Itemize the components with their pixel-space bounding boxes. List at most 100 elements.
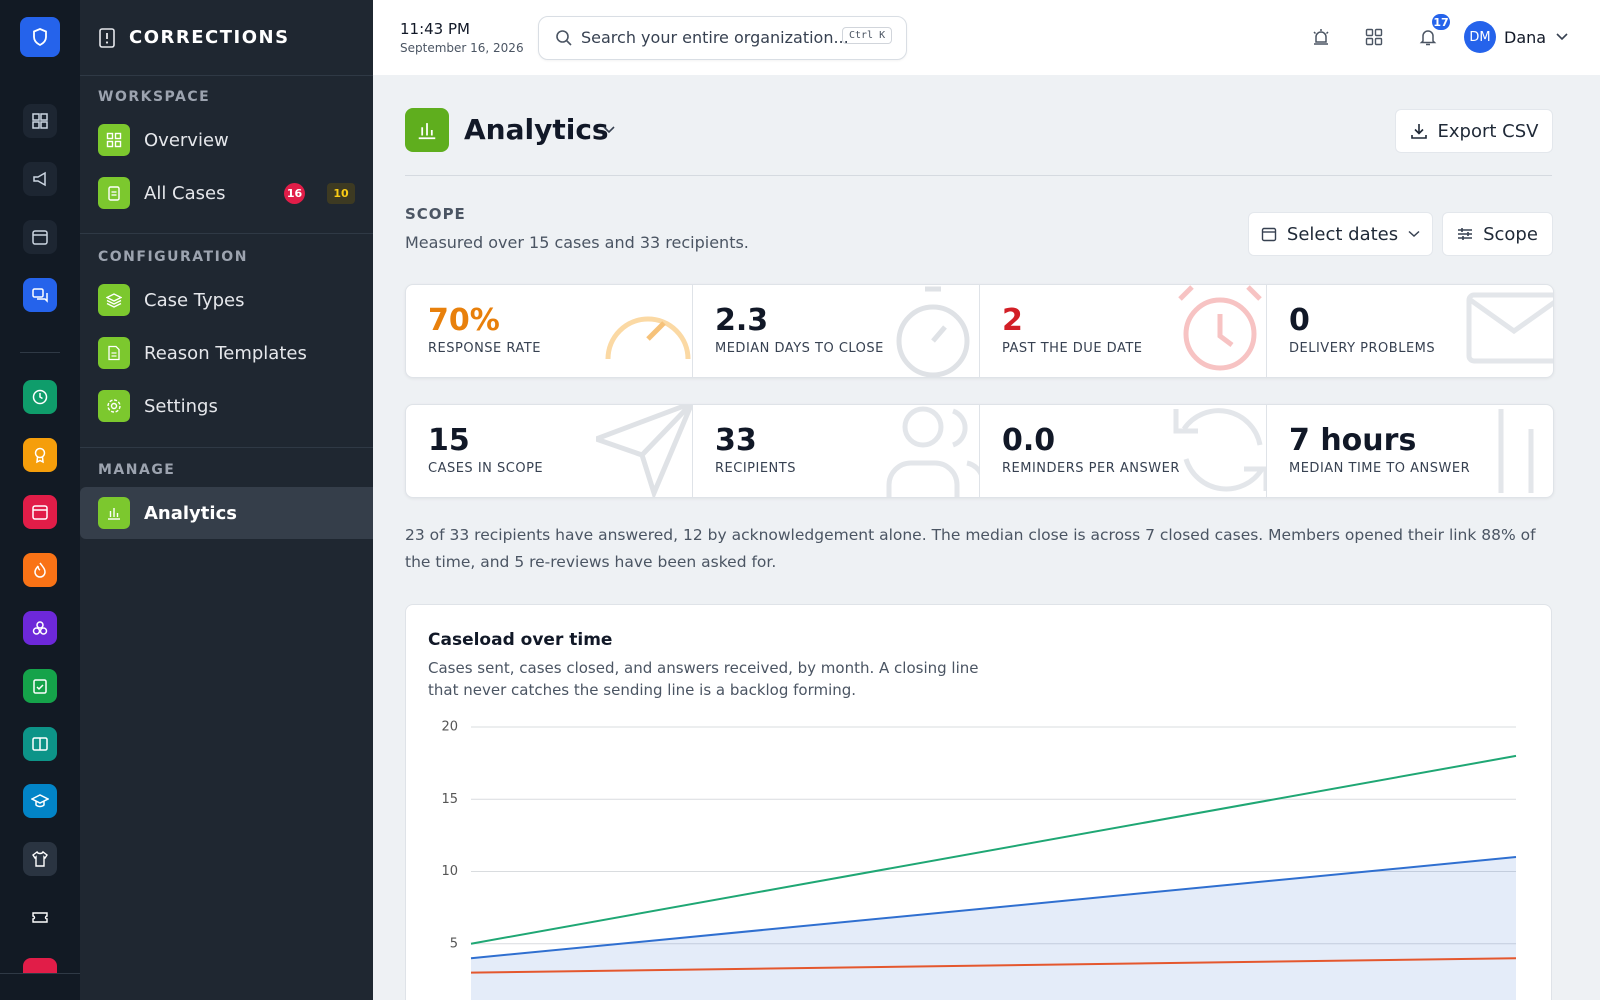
bell-icon[interactable] bbox=[1418, 27, 1438, 47]
stat-card: 2.3 MEDIAN DAYS TO CLOSE bbox=[693, 285, 980, 377]
page-title: Analytics bbox=[464, 113, 609, 146]
nav-item[interactable]: All Cases 16 10 bbox=[80, 167, 373, 219]
stat-value: 70% bbox=[428, 303, 500, 338]
page-title-chevron[interactable] bbox=[602, 125, 616, 135]
stat-value: 2.3 bbox=[715, 303, 769, 338]
alert-icon[interactable] bbox=[1311, 27, 1331, 47]
refresh-icon bbox=[1173, 408, 1266, 492]
user-name[interactable]: Dana bbox=[1504, 28, 1547, 47]
series-area bbox=[471, 857, 1516, 1000]
rail-awards[interactable] bbox=[23, 438, 57, 472]
y-tick-label: 10 bbox=[441, 864, 458, 879]
nav-label: Settings bbox=[144, 395, 218, 417]
search-box[interactable]: Search your entire organization... Ctrl … bbox=[538, 16, 907, 60]
users-icon bbox=[886, 406, 979, 497]
hourglass-icon bbox=[1498, 409, 1534, 493]
export-button[interactable]: Export CSV bbox=[1395, 109, 1553, 153]
y-tick-label: 15 bbox=[441, 792, 458, 807]
gauge-icon bbox=[605, 316, 691, 360]
rail-calendar[interactable] bbox=[23, 220, 57, 254]
section-heading: CONFIGURATION bbox=[98, 249, 248, 265]
stat-value: 7 hours bbox=[1289, 423, 1417, 458]
rail-checklist[interactable] bbox=[23, 669, 57, 703]
rail-uniform[interactable] bbox=[23, 842, 57, 876]
nav-item-active[interactable]: Analytics bbox=[80, 487, 373, 539]
apps-icon[interactable] bbox=[1365, 28, 1383, 46]
sliders-icon bbox=[1458, 228, 1473, 240]
clock-date: September 16, 2026 bbox=[400, 41, 524, 55]
stat-value: 0 bbox=[1289, 303, 1310, 338]
stat-label: CASES IN SCOPE bbox=[428, 461, 544, 476]
section-heading: MANAGE bbox=[98, 462, 176, 478]
page-icon bbox=[405, 108, 449, 152]
stat-card: 33 RECIPIENTS bbox=[693, 405, 980, 497]
app-logo[interactable] bbox=[20, 17, 60, 57]
rail-divider bbox=[20, 352, 60, 353]
user-menu-chevron[interactable] bbox=[1555, 32, 1569, 42]
stat-label: DELIVERY PROBLEMS bbox=[1289, 341, 1436, 356]
stat-label: RECIPIENTS bbox=[715, 461, 796, 476]
nav-label: Analytics bbox=[144, 502, 237, 524]
rail-dashboard[interactable] bbox=[23, 104, 57, 138]
scope-heading: SCOPE bbox=[405, 205, 466, 223]
scope-text: Measured over 15 cases and 33 recipients… bbox=[405, 233, 749, 252]
stat-label: REMINDERS PER ANSWER bbox=[1002, 461, 1180, 476]
calendar-icon bbox=[1261, 227, 1277, 242]
rail-messages[interactable] bbox=[23, 278, 57, 312]
chart-title: Caseload over time bbox=[428, 630, 613, 650]
chart-subtitle: Cases sent, cases closed, and answers re… bbox=[428, 659, 979, 699]
divider bbox=[405, 175, 1552, 176]
nav-label: All Cases bbox=[144, 182, 226, 204]
envelope-icon bbox=[1466, 292, 1553, 364]
y-tick-label: 20 bbox=[441, 720, 458, 735]
summary-text: 23 of 33 recipients have answered, 12 by… bbox=[405, 526, 1536, 571]
stat-card: 0.0 REMINDERS PER ANSWER bbox=[980, 405, 1267, 497]
divider bbox=[80, 447, 373, 448]
sidebar: CORRECTIONS WORKSPACE Overview All Cases… bbox=[80, 0, 373, 1000]
select-dates-button[interactable]: Select dates bbox=[1248, 212, 1433, 256]
search-placeholder: Search your entire organization... bbox=[581, 28, 849, 47]
stat-card: 15 CASES IN SCOPE bbox=[406, 405, 693, 497]
rail-announcements[interactable] bbox=[23, 162, 57, 196]
stat-value: 33 bbox=[715, 423, 757, 458]
stat-label: RESPONSE RATE bbox=[428, 341, 541, 356]
count-badge: 16 bbox=[284, 183, 305, 204]
divider bbox=[80, 75, 373, 76]
rail-events[interactable] bbox=[23, 495, 57, 529]
stat-label: PAST THE DUE DATE bbox=[1002, 341, 1143, 356]
nav-item[interactable]: Overview bbox=[80, 114, 373, 166]
stopwatch-icon bbox=[896, 286, 970, 377]
chart: 5 10 15 20 bbox=[441, 720, 1517, 1000]
rail-footer bbox=[0, 973, 80, 1000]
stat-row: 15 CASES IN SCOPE 33 RECIPIENTS 0.0 REMI… bbox=[405, 404, 1554, 498]
count-badge: 10 bbox=[327, 183, 355, 204]
stat-card: 0 DELIVERY PROBLEMS bbox=[1267, 285, 1553, 377]
stat-value: 2 bbox=[1002, 303, 1023, 338]
y-tick-label: 5 bbox=[450, 936, 458, 951]
user-avatar[interactable]: DM bbox=[1464, 21, 1496, 53]
scope-button[interactable]: Scope bbox=[1442, 212, 1553, 256]
download-icon bbox=[1410, 124, 1427, 139]
stat-value: 15 bbox=[428, 423, 470, 458]
chart-card: Caseload over time Cases sent, cases clo… bbox=[405, 604, 1552, 1000]
rail-groups[interactable] bbox=[23, 611, 57, 645]
rail-tickets[interactable] bbox=[23, 900, 57, 934]
nav-item[interactable]: Settings bbox=[80, 380, 373, 432]
stat-card: 7 hours MEDIAN TIME TO ANSWER bbox=[1267, 405, 1553, 497]
alarm-icon bbox=[1178, 285, 1262, 371]
sidebar-title-icon bbox=[99, 28, 115, 48]
nav-item[interactable]: Case Types bbox=[80, 274, 373, 326]
series-line bbox=[470, 957, 1517, 974]
rail-hot[interactable] bbox=[23, 553, 57, 587]
stat-card: 2 PAST THE DUE DATE bbox=[980, 285, 1267, 377]
button-label: Select dates bbox=[1286, 223, 1399, 245]
rail-learning[interactable] bbox=[23, 784, 57, 818]
rail-clock[interactable] bbox=[23, 380, 57, 414]
series-line bbox=[470, 754, 1517, 945]
nav-item[interactable]: Reason Templates bbox=[80, 327, 373, 379]
stat-label: MEDIAN TIME TO ANSWER bbox=[1289, 461, 1471, 476]
stat-label: MEDIAN DAYS TO CLOSE bbox=[715, 341, 884, 356]
paper-plane-icon bbox=[596, 405, 692, 497]
rail-documents[interactable] bbox=[23, 727, 57, 761]
